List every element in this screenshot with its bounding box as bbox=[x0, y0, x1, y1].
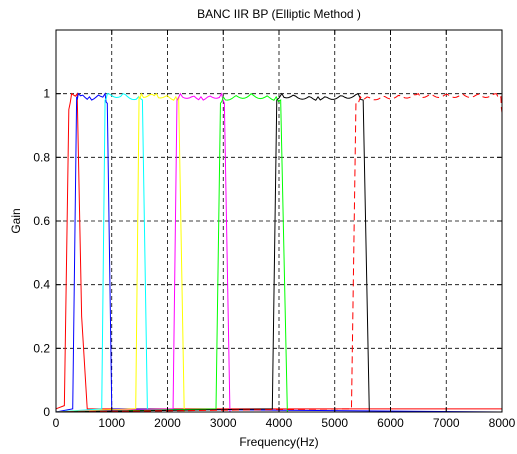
x-tick-label: 1000 bbox=[98, 416, 125, 430]
x-tick-label: 6000 bbox=[377, 416, 404, 430]
y-tick-label: 0.6 bbox=[33, 214, 50, 228]
series-line-8 bbox=[55, 93, 503, 413]
series-line-7 bbox=[55, 92, 502, 413]
y-tick-label: 0.2 bbox=[33, 341, 50, 355]
chart-title: BANC IIR BP (Elliptic Method ) bbox=[197, 7, 361, 21]
y-tick-label: 0.4 bbox=[33, 278, 50, 292]
data-series bbox=[55, 92, 503, 413]
y-axis-label: Gain bbox=[9, 208, 23, 233]
y-tick-label: 0.8 bbox=[33, 150, 50, 164]
x-tick-label: 8000 bbox=[489, 416, 516, 430]
series-line-1 bbox=[55, 92, 502, 410]
series-line-6 bbox=[55, 93, 502, 413]
x-tick-label: 5000 bbox=[321, 416, 348, 430]
grid-lines bbox=[56, 30, 502, 412]
axis-ticks: 0 1000 2000 3000 4000 5000 6000 7000 8000 0 0.2 0.4… bbox=[33, 30, 516, 430]
series-line-5 bbox=[55, 92, 502, 413]
x-axis-label: Frequency(Hz) bbox=[239, 435, 318, 449]
x-tick-label: 0 bbox=[53, 416, 60, 430]
series-line-4 bbox=[55, 92, 502, 413]
y-tick-label: 0 bbox=[43, 405, 50, 419]
x-tick-label: 2000 bbox=[154, 416, 181, 430]
x-tick-label: 3000 bbox=[210, 416, 237, 430]
x-tick-label: 4000 bbox=[266, 416, 293, 430]
y-tick-label: 1 bbox=[43, 87, 50, 101]
x-tick-label: 7000 bbox=[433, 416, 460, 430]
